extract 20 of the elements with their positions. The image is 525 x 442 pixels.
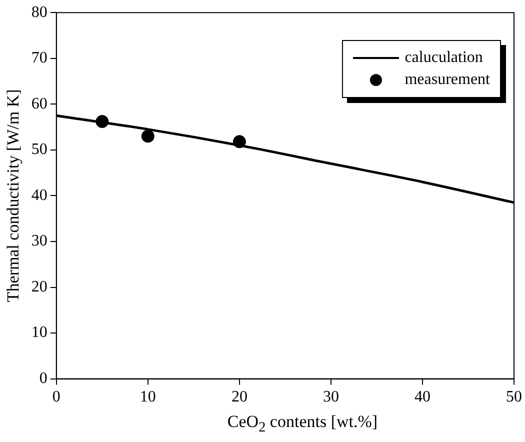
y-tick-label: 30: [31, 232, 48, 250]
y-tick-label: 50: [31, 141, 48, 158]
y-tick-label: 60: [31, 95, 48, 112]
x-tick-label: 50: [506, 388, 522, 406]
x-tick-label: 40: [414, 388, 430, 406]
x-tick-label: 10: [140, 388, 156, 406]
y-tick-label: 0: [39, 370, 48, 388]
y-tick-label: 20: [31, 278, 48, 296]
x-axis-title: CeO$_{2}$ contents [wt.%]: [226, 412, 379, 436]
x-tick-label: 0: [52, 388, 60, 406]
y-axis-title: Thermal conductivity [W/m K]: [4, 89, 23, 302]
x-tick-label: 20: [231, 388, 248, 406]
y-tick-label: 40: [31, 186, 48, 204]
point: [141, 130, 154, 143]
y-tick-label: 80: [31, 4, 48, 21]
x-tick-label: 30: [322, 388, 339, 406]
y-tick-label: 10: [31, 324, 48, 342]
y-tick-label: 70: [31, 50, 48, 67]
legend-label: measurement: [404, 71, 490, 89]
legend-label: caluculation: [404, 49, 483, 67]
